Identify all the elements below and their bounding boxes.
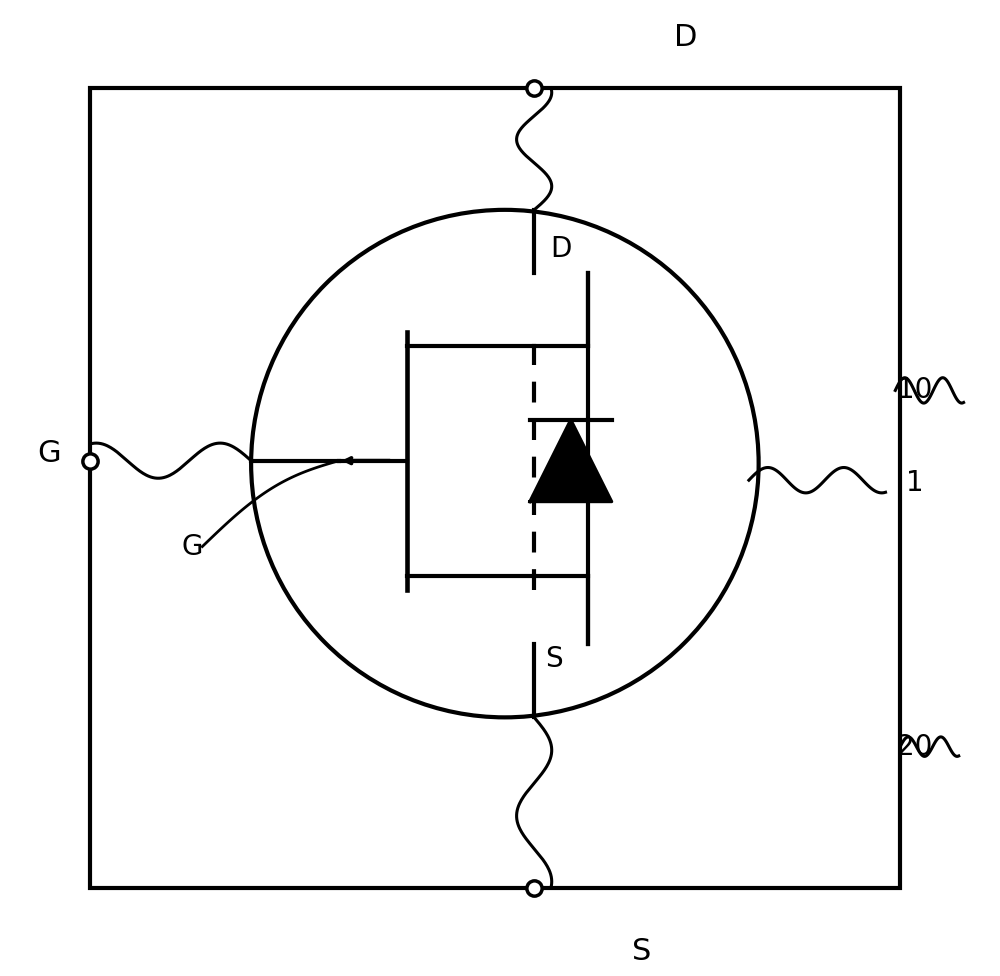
Text: G: G bbox=[37, 439, 61, 468]
Text: 10: 10 bbox=[897, 377, 932, 404]
Text: 20: 20 bbox=[897, 733, 932, 760]
Text: 1: 1 bbox=[906, 469, 924, 497]
Polygon shape bbox=[530, 420, 612, 502]
Circle shape bbox=[251, 210, 759, 717]
Bar bbox=[90, 88, 900, 888]
Text: G: G bbox=[182, 533, 203, 560]
Text: S: S bbox=[545, 645, 562, 672]
Text: S: S bbox=[632, 937, 651, 966]
Text: D: D bbox=[674, 22, 697, 52]
Text: D: D bbox=[550, 235, 571, 263]
